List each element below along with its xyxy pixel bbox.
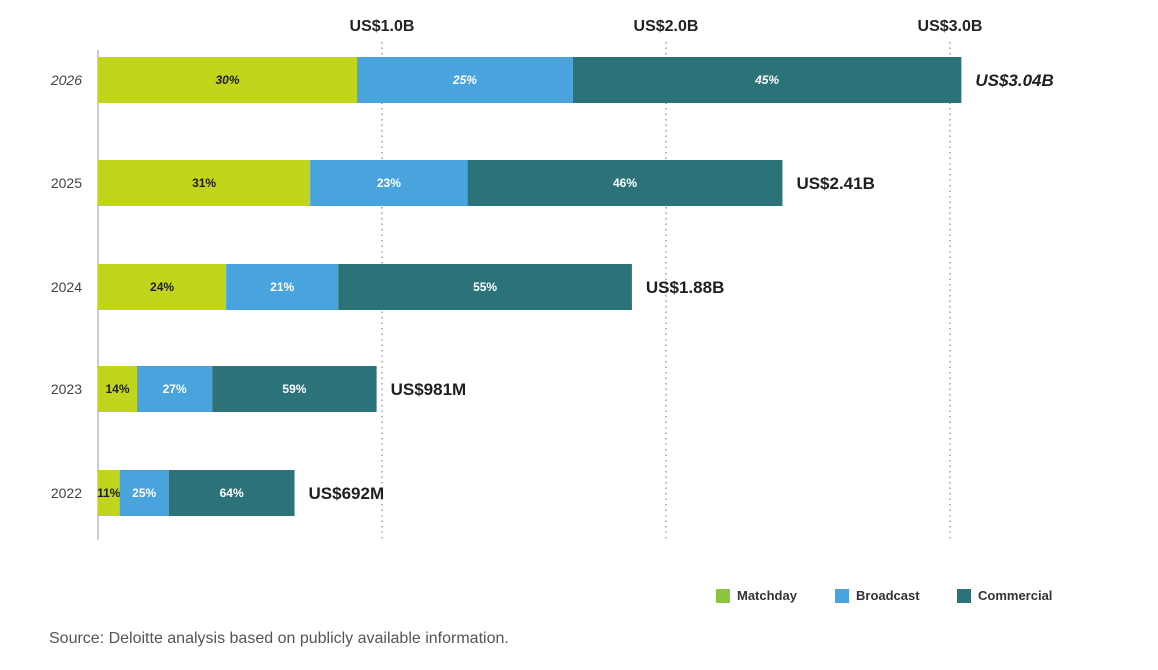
y-category-label: 2024 (51, 279, 82, 295)
x-tick-label: US$2.0B (634, 18, 699, 35)
bar-total-label: US$2.41B (796, 174, 874, 193)
bar-total-label: US$981M (391, 380, 467, 399)
y-category-label: 2022 (51, 485, 82, 501)
stacked-bar-chart: US$1.0B US$2.0B US$3.0B 2026 30% 25% 45% US$3.0… (50, 18, 1054, 603)
segment-percent-label: 23% (377, 176, 401, 190)
bar-segment-commercial (572, 57, 962, 103)
bar-segment-broadcast (119, 470, 169, 516)
segment-percent-label: 45% (754, 73, 779, 87)
legend-label-commercial: Commercial (978, 588, 1052, 603)
segment-percent-label: 21% (270, 280, 294, 294)
bar-segment-matchday (98, 470, 120, 516)
legend-label-matchday: Matchday (737, 588, 798, 603)
segment-percent-label: 46% (613, 176, 637, 190)
bar-segment-broadcast (357, 57, 573, 103)
bar-segment-matchday (98, 366, 138, 412)
legend-swatch-commercial (957, 589, 971, 603)
segment-percent-label: 25% (132, 486, 156, 500)
segment-percent-label: 24% (150, 280, 174, 294)
bar-segment-commercial (212, 366, 377, 412)
bar-segment-commercial (467, 160, 783, 206)
segment-percent-label: 25% (452, 73, 477, 87)
x-tick-label: US$1.0B (350, 18, 415, 35)
segment-percent-label: 30% (215, 73, 239, 87)
bar-segment-matchday (98, 57, 358, 103)
bar-segment-broadcast (226, 264, 339, 310)
y-category-label: 2025 (51, 175, 82, 191)
segment-percent-label: 55% (473, 280, 497, 294)
bar-segment-commercial (168, 470, 295, 516)
bar-segment-commercial (338, 264, 632, 310)
segment-percent-label: 11% (97, 486, 121, 500)
legend-swatch-matchday (716, 589, 730, 603)
bar-total-label: US$3.04B (975, 71, 1053, 90)
legend-label-broadcast: Broadcast (856, 588, 920, 603)
segment-percent-label: 64% (220, 486, 244, 500)
bar-segment-matchday (98, 264, 227, 310)
bar-segment-matchday (98, 160, 311, 206)
y-category-label: 2023 (51, 381, 82, 397)
segment-percent-label: 27% (163, 382, 187, 396)
bar-total-label: US$692M (309, 484, 385, 503)
bar-segment-broadcast (310, 160, 468, 206)
segment-percent-label: 59% (282, 382, 306, 396)
y-category-label: 2026 (50, 72, 82, 88)
x-tick-label: US$3.0B (918, 18, 983, 35)
bar-segment-broadcast (137, 366, 213, 412)
segment-percent-label: 14% (105, 382, 129, 396)
bar-total-label: US$1.88B (646, 278, 724, 297)
legend-swatch-broadcast (835, 589, 849, 603)
source-note: Source: Deloitte analysis based on publi… (49, 630, 509, 647)
segment-percent-label: 31% (192, 176, 216, 190)
